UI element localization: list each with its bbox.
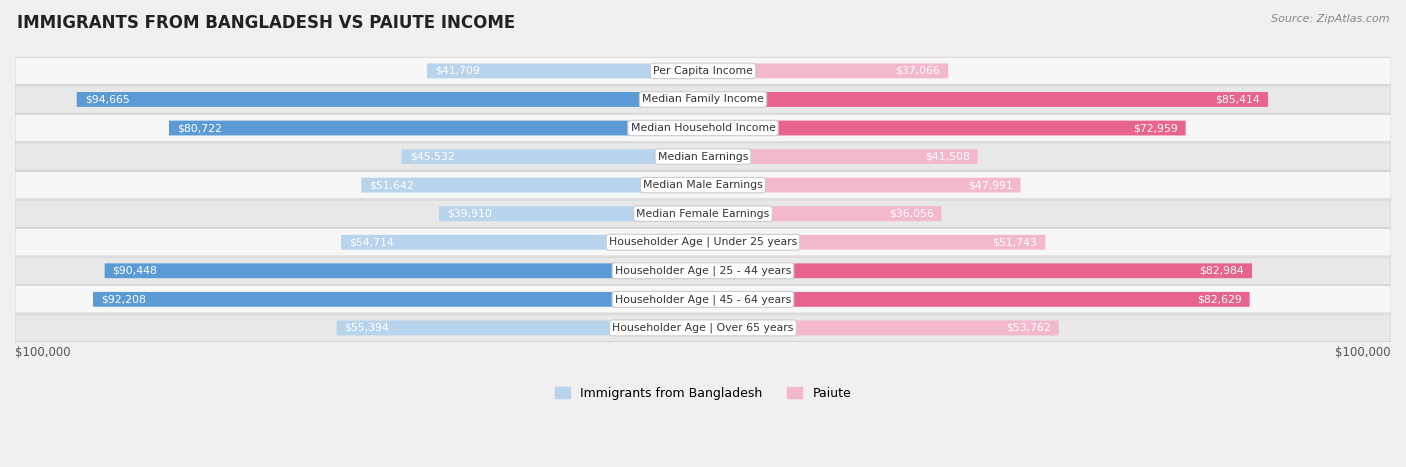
Text: $41,508: $41,508	[925, 152, 970, 162]
Text: $41,709: $41,709	[434, 66, 479, 76]
FancyBboxPatch shape	[361, 178, 703, 192]
Text: $53,762: $53,762	[1005, 323, 1050, 333]
Text: $100,000: $100,000	[1336, 347, 1391, 360]
Text: $37,066: $37,066	[896, 66, 941, 76]
Text: Median Family Income: Median Family Income	[643, 94, 763, 105]
FancyBboxPatch shape	[15, 171, 1391, 199]
Text: $51,642: $51,642	[370, 180, 413, 190]
FancyBboxPatch shape	[342, 235, 703, 250]
FancyBboxPatch shape	[15, 114, 1391, 142]
Text: $94,665: $94,665	[84, 94, 129, 105]
FancyBboxPatch shape	[703, 64, 948, 78]
Legend: Immigrants from Bangladesh, Paiute: Immigrants from Bangladesh, Paiute	[550, 382, 856, 405]
FancyBboxPatch shape	[93, 292, 703, 307]
FancyBboxPatch shape	[336, 320, 703, 335]
FancyBboxPatch shape	[703, 178, 1021, 192]
FancyBboxPatch shape	[15, 86, 1391, 113]
FancyBboxPatch shape	[439, 206, 703, 221]
Text: $39,910: $39,910	[447, 209, 492, 219]
Text: $82,629: $82,629	[1197, 294, 1241, 304]
Text: $54,714: $54,714	[349, 237, 394, 247]
Text: Householder Age | Over 65 years: Householder Age | Over 65 years	[612, 323, 794, 333]
FancyBboxPatch shape	[703, 235, 1045, 250]
FancyBboxPatch shape	[703, 149, 977, 164]
Text: $55,394: $55,394	[344, 323, 389, 333]
Text: Householder Age | 25 - 44 years: Householder Age | 25 - 44 years	[614, 266, 792, 276]
Text: $47,991: $47,991	[967, 180, 1012, 190]
FancyBboxPatch shape	[77, 92, 703, 107]
Text: Per Capita Income: Per Capita Income	[652, 66, 754, 76]
FancyBboxPatch shape	[15, 286, 1391, 313]
Text: Median Female Earnings: Median Female Earnings	[637, 209, 769, 219]
Text: $45,532: $45,532	[409, 152, 454, 162]
Text: $82,984: $82,984	[1199, 266, 1244, 276]
Text: $92,208: $92,208	[101, 294, 146, 304]
Text: Householder Age | Under 25 years: Householder Age | Under 25 years	[609, 237, 797, 248]
FancyBboxPatch shape	[15, 57, 1391, 85]
Text: $100,000: $100,000	[15, 347, 70, 360]
FancyBboxPatch shape	[15, 200, 1391, 227]
Text: Source: ZipAtlas.com: Source: ZipAtlas.com	[1271, 14, 1389, 24]
Text: Median Earnings: Median Earnings	[658, 152, 748, 162]
FancyBboxPatch shape	[104, 263, 703, 278]
Text: $51,743: $51,743	[993, 237, 1038, 247]
FancyBboxPatch shape	[703, 120, 1185, 135]
Text: Householder Age | 45 - 64 years: Householder Age | 45 - 64 years	[614, 294, 792, 304]
FancyBboxPatch shape	[15, 314, 1391, 341]
FancyBboxPatch shape	[703, 92, 1268, 107]
FancyBboxPatch shape	[703, 206, 942, 221]
FancyBboxPatch shape	[15, 228, 1391, 256]
Text: $80,722: $80,722	[177, 123, 222, 133]
FancyBboxPatch shape	[15, 257, 1391, 284]
Text: $90,448: $90,448	[112, 266, 157, 276]
FancyBboxPatch shape	[703, 320, 1059, 335]
Text: $36,056: $36,056	[889, 209, 934, 219]
Text: Median Household Income: Median Household Income	[630, 123, 776, 133]
FancyBboxPatch shape	[402, 149, 703, 164]
FancyBboxPatch shape	[427, 64, 703, 78]
FancyBboxPatch shape	[703, 263, 1251, 278]
FancyBboxPatch shape	[15, 143, 1391, 170]
FancyBboxPatch shape	[169, 120, 703, 135]
FancyBboxPatch shape	[703, 292, 1250, 307]
Text: Median Male Earnings: Median Male Earnings	[643, 180, 763, 190]
Text: $85,414: $85,414	[1215, 94, 1260, 105]
Text: $72,959: $72,959	[1133, 123, 1178, 133]
Text: IMMIGRANTS FROM BANGLADESH VS PAIUTE INCOME: IMMIGRANTS FROM BANGLADESH VS PAIUTE INC…	[17, 14, 515, 32]
